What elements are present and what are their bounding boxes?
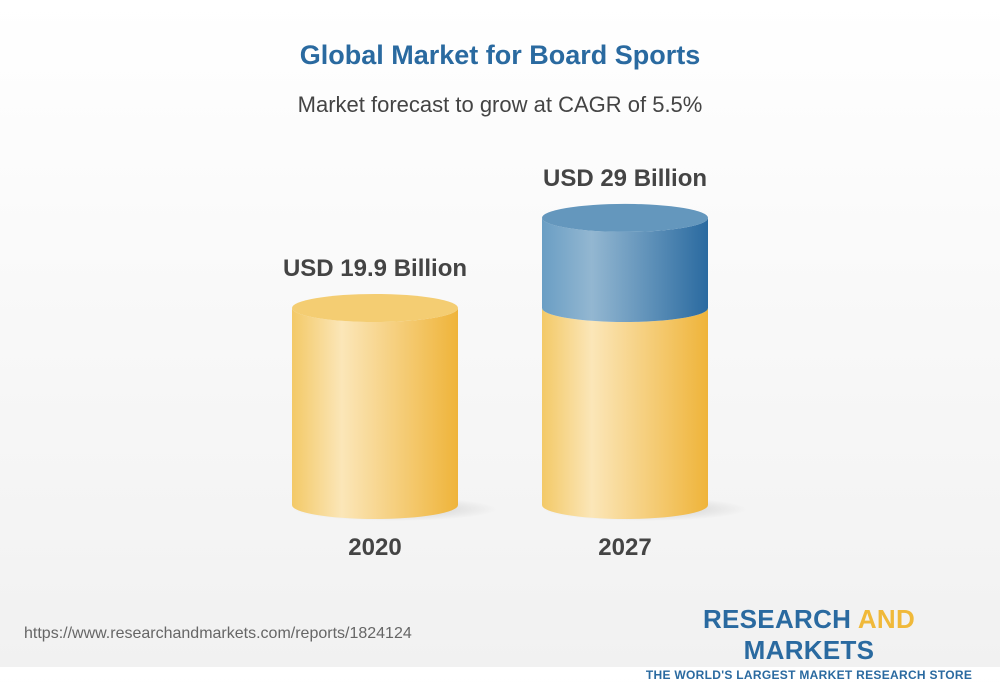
cylinder-top [542, 203, 708, 232]
logo-tagline: THE WORLD'S LARGEST MARKET RESEARCH STOR… [645, 668, 973, 682]
cylinder-2027 [542, 307, 708, 519]
cylinder-2020 [292, 307, 458, 519]
chart-subtitle: Market forecast to grow at CAGR of 5.5% [297, 92, 703, 117]
category-label: 2020 [348, 534, 401, 561]
category-label: 2027 [598, 534, 651, 561]
research-and-markets-logo: RESEARCH AND MARKETS THE WORLD'S LARGEST… [641, 604, 977, 682]
logo-text: MARKETS [743, 635, 875, 665]
data-label: USD 29 Billion [543, 165, 707, 192]
cylinder-top [292, 293, 458, 322]
source-url[interactable]: https://www.researchandmarkets.com/repor… [24, 625, 412, 642]
cylinder-chart: USD 19.9 Billion 2020 USD 29 Billion 2027 [283, 165, 748, 561]
logo-text-and: AND [857, 604, 916, 634]
cylinder-growth-2027 [542, 217, 708, 322]
data-label: USD 19.9 Billion [283, 255, 467, 282]
chart-title: Global Market for Board Sports [299, 40, 701, 70]
logo-text: RESEARCH [702, 604, 858, 634]
